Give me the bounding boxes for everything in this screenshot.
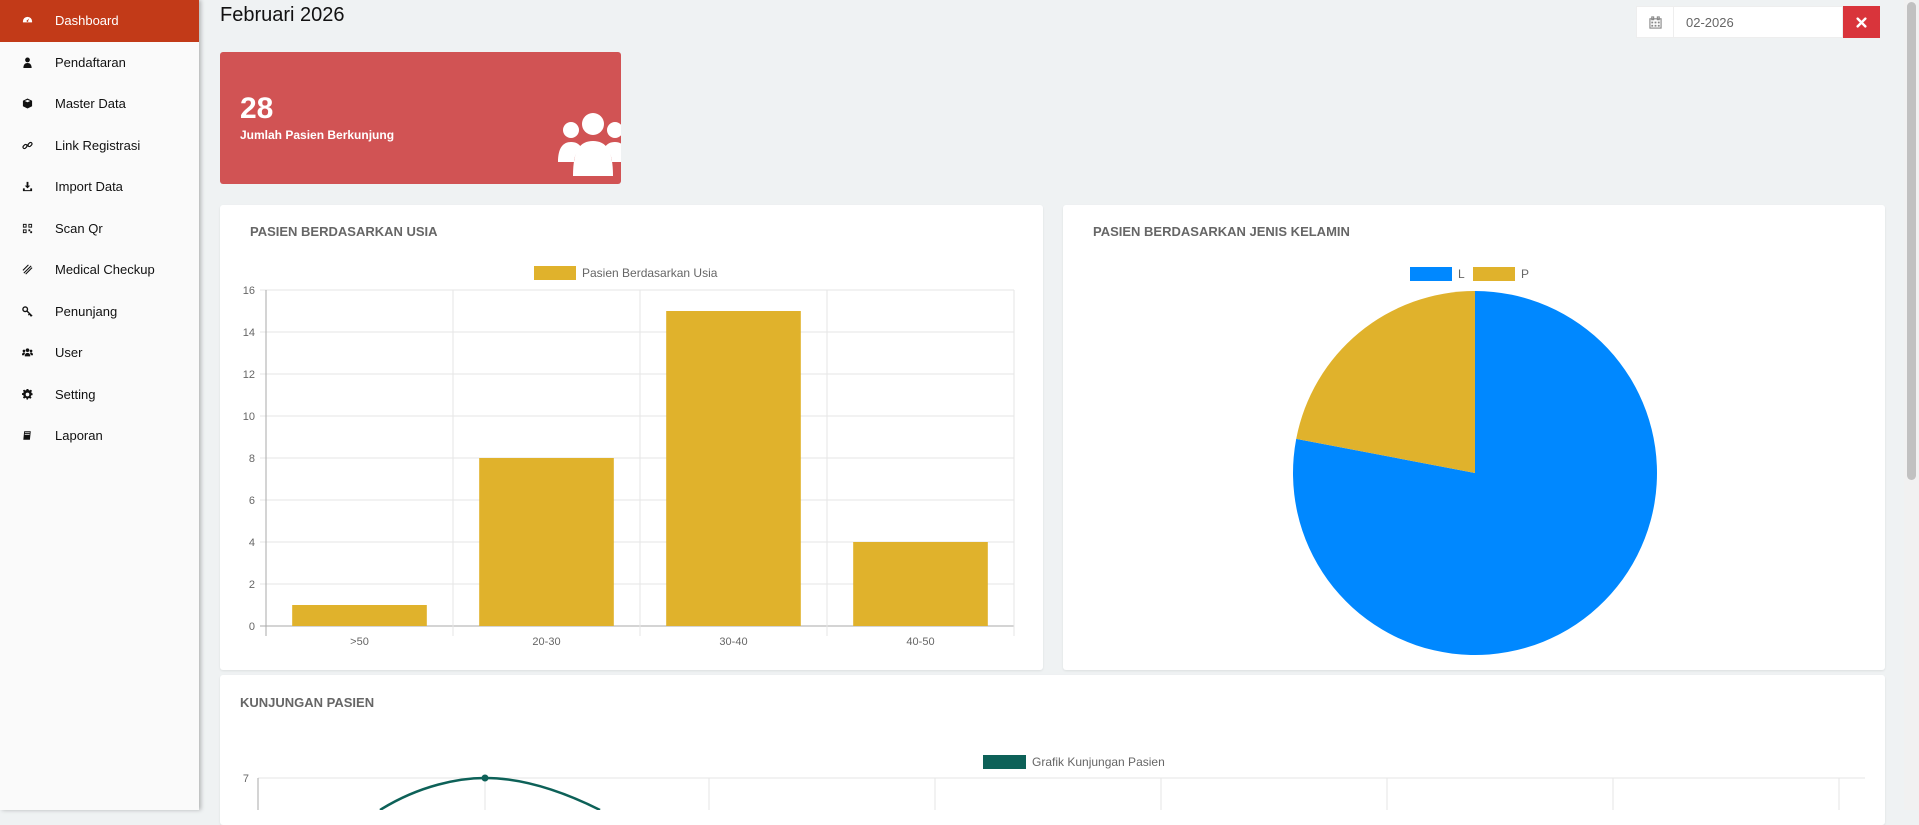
age-chart-title: PASIEN BERDASARKAN USIA xyxy=(250,224,438,239)
users-icon xyxy=(558,113,621,176)
user-icon xyxy=(22,57,48,68)
sidebar-item-medical-checkup[interactable]: Medical Checkup xyxy=(0,249,199,291)
y-tick-label: 4 xyxy=(249,537,255,549)
x-tick-label: >50 xyxy=(350,636,369,648)
visits-chart-card: KUNJUNGAN PASIEN Grafik Kunjungan Pasien… xyxy=(220,675,1885,825)
x-tick-label: 20-30 xyxy=(532,636,560,648)
stethoscope-icon xyxy=(22,264,48,275)
y-tick-label: 14 xyxy=(243,327,255,339)
visit-count-value: 28 xyxy=(240,92,274,125)
y-tick-label: 16 xyxy=(243,285,255,297)
sidebar-item-master-data[interactable]: Master Data xyxy=(0,83,199,125)
dashboard-icon xyxy=(22,15,48,26)
sidebar-item-label: Setting xyxy=(55,386,96,402)
visits-chart-title: KUNJUNGAN PASIEN xyxy=(240,695,375,710)
sidebar-item-label: Pendaftaran xyxy=(55,54,126,70)
sidebar-item-penunjang[interactable]: Penunjang xyxy=(0,291,199,333)
legend-label: Grafik Kunjungan Pasien xyxy=(1032,755,1165,769)
y-tick-label: 10 xyxy=(243,411,255,423)
sidebar-item-label: Penunjang xyxy=(55,303,118,319)
close-icon xyxy=(1856,16,1867,28)
age-chart-card: PASIEN BERDASARKAN USIA Pasien Berdasark… xyxy=(220,205,1043,670)
legend-swatch-P xyxy=(1473,267,1515,281)
gender-chart-title: PASIEN BERDASARKAN JENIS KELAMIN xyxy=(1093,224,1350,239)
page-title: Februari 2026 xyxy=(220,4,345,26)
y-tick-label: 0 xyxy=(249,621,255,633)
line-series xyxy=(379,776,601,810)
book-icon xyxy=(22,430,48,441)
sidebar-item-link-registrasi[interactable]: Link Registrasi xyxy=(0,125,199,167)
month-input[interactable] xyxy=(1674,6,1843,38)
users-icon xyxy=(22,347,48,358)
month-picker xyxy=(1636,6,1880,38)
sidebar-item-label: Scan Qr xyxy=(55,220,103,236)
sidebar-item-laporan[interactable]: Laporan xyxy=(0,415,199,457)
scrollbar-thumb[interactable] xyxy=(1907,2,1916,480)
x-tick-label: 40-50 xyxy=(906,636,934,648)
sidebar-item-label: Dashboard xyxy=(55,13,119,29)
sidebar-item-dashboard[interactable]: Dashboard xyxy=(0,0,199,42)
visit-count-card: 28 Jumlah Pasien Berkunjung xyxy=(220,52,621,184)
line-point xyxy=(481,774,489,782)
sidebar-item-label: Laporan xyxy=(55,428,103,444)
legend-label-L: L xyxy=(1458,267,1465,281)
legend-label: Pasien Berdasarkan Usia xyxy=(582,266,718,280)
main-content: Februari 2026 28 Jumlah Pasien Berkunjun… xyxy=(199,0,1919,825)
sidebar-item-label: Medical Checkup xyxy=(55,262,155,278)
x-tick-label: 30-40 xyxy=(719,636,747,648)
bar-40-50 xyxy=(853,542,988,626)
legend-label-P: P xyxy=(1521,267,1529,281)
sidebar-item-label: Import Data xyxy=(55,179,123,195)
bar->50 xyxy=(292,605,427,626)
pie-slice-P xyxy=(1296,291,1475,473)
qrcode-icon xyxy=(22,223,48,234)
y-tick-label: 7 xyxy=(243,773,249,785)
key-icon xyxy=(22,305,48,317)
sidebar-item-label: Master Data xyxy=(55,96,126,112)
scrollbar[interactable] xyxy=(1904,0,1919,810)
bar-20-30 xyxy=(479,458,614,626)
sidebar-item-pendaftaran[interactable]: Pendaftaran xyxy=(0,42,199,84)
visits-line-chart: Grafik Kunjungan Pasien 7 xyxy=(243,755,1865,810)
visit-count-label: Jumlah Pasien Berkunjung xyxy=(240,128,395,142)
cube-icon xyxy=(22,98,48,109)
sidebar-item-import-data[interactable]: Import Data xyxy=(0,166,199,208)
sidebar-item-scan-qr[interactable]: Scan Qr xyxy=(0,208,199,250)
y-tick-label: 12 xyxy=(243,369,255,381)
sidebar-item-label: User xyxy=(55,345,83,361)
gear-icon xyxy=(22,388,48,400)
legend-swatch xyxy=(983,755,1026,769)
sidebar: Dashboard Pendaftaran Master Data Link Regi… xyxy=(0,0,199,810)
y-tick-label: 6 xyxy=(249,495,255,507)
sidebar-item-label: Link Registrasi xyxy=(55,137,141,153)
age-bar-chart: Pasien Berdasarkan Usia 0 2 4 6 8 10 12 14 16 >50 2… xyxy=(243,266,1015,648)
sidebar-nav: Dashboard Pendaftaran Master Data Link Regi… xyxy=(0,0,199,457)
bar-30-40 xyxy=(666,311,801,626)
clear-date-button[interactable] xyxy=(1843,6,1880,38)
link-icon xyxy=(22,140,48,151)
legend-swatch-L xyxy=(1410,267,1452,281)
sidebar-item-setting[interactable]: Setting xyxy=(0,374,199,416)
download-icon xyxy=(22,181,48,192)
y-tick-label: 2 xyxy=(249,579,255,591)
y-tick-label: 8 xyxy=(249,453,255,465)
calendar-icon[interactable] xyxy=(1636,6,1674,38)
sidebar-item-user[interactable]: User xyxy=(0,332,199,374)
legend-swatch xyxy=(534,266,576,280)
